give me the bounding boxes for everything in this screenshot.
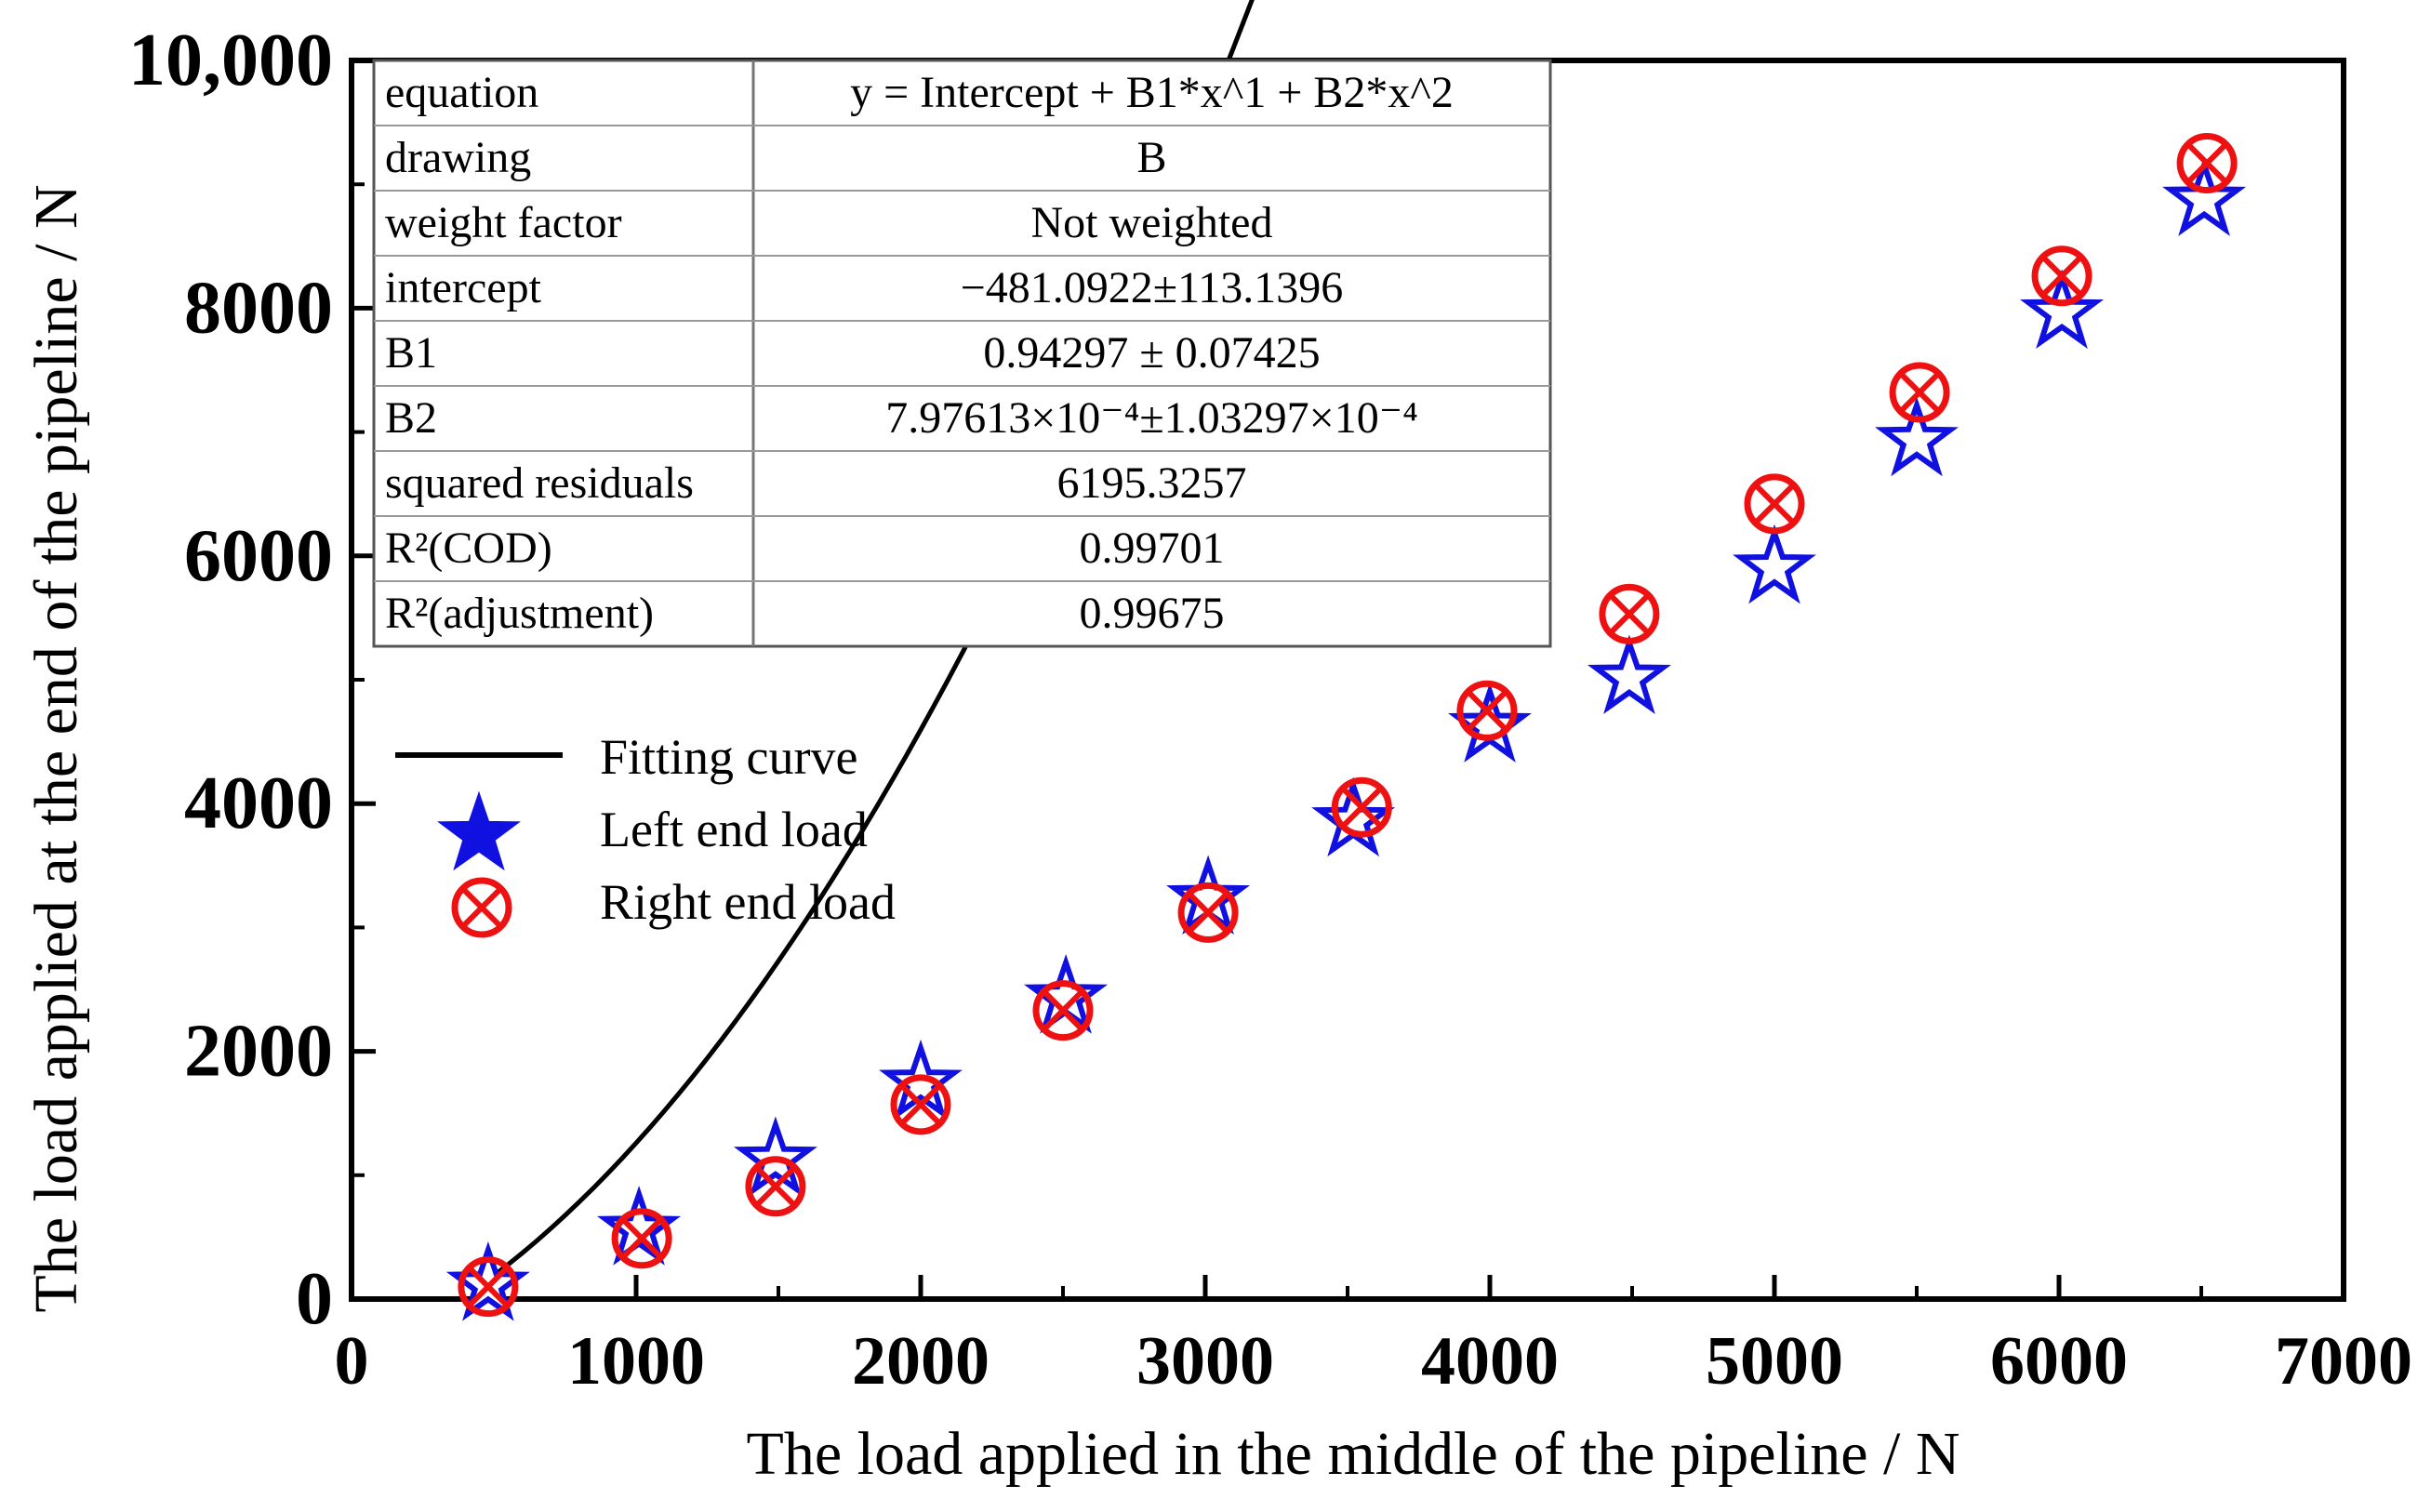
marker-cross-b <box>1466 690 1508 732</box>
legend: Fitting curve Left end load Right end load <box>395 729 896 938</box>
stats-value: Not weighted <box>1031 198 1273 247</box>
stats-label: weight factor <box>385 198 622 247</box>
stats-label: drawing <box>385 133 531 182</box>
marker-cross-b <box>1753 483 1796 524</box>
y-axis: 0 2000 4000 6000 8000 10,000 <box>128 20 376 1340</box>
x-tick-label: 5000 <box>1706 1323 1843 1399</box>
stats-value: −481.0922±113.1396 <box>961 263 1344 312</box>
y-tick-label: 10,000 <box>128 20 333 101</box>
marker-cross-b <box>1898 371 1941 414</box>
y-axis-label: The load applied at the end of the pipel… <box>22 184 90 1312</box>
marker-cross-b <box>460 886 503 929</box>
marker-cross-b <box>1341 787 1383 829</box>
data-point-star <box>1875 396 1959 477</box>
marker-circle <box>1456 680 1518 741</box>
marker-cross-b <box>620 1217 663 1259</box>
marker-circle <box>1331 776 1392 838</box>
data-point-circle-x <box>1744 473 1805 535</box>
data-point-star <box>1587 634 1671 714</box>
stats-label: R²(COD) <box>385 524 552 573</box>
data-point-circle-x <box>458 1256 519 1318</box>
y-tick-label: 0 <box>296 1258 333 1340</box>
marker-cross-b <box>2185 142 2228 184</box>
series-right-end-load <box>458 133 2238 1318</box>
legend-label: Fitting curve <box>600 729 857 785</box>
data-point-circle-x <box>745 1156 806 1217</box>
x-axis-label: The load applied in the middle of the pi… <box>747 1420 1960 1488</box>
legend-star-marker <box>437 790 521 871</box>
x-tick-label: 1000 <box>567 1323 705 1399</box>
stats-value: 0.99701 <box>1080 524 1225 573</box>
marker-circle <box>2176 133 2238 194</box>
x-tick-label: 3000 <box>1136 1323 1274 1399</box>
stats-value: y = Intercept + B1*x^1 + B2*x^2 <box>850 68 1454 117</box>
x-tick-label: 0 <box>335 1323 369 1399</box>
x-tick-label: 4000 <box>1421 1323 1559 1399</box>
marker-circle <box>451 877 512 938</box>
marker-circle <box>1599 583 1660 644</box>
fit-layer <box>492 0 1255 1278</box>
stats-value: 6195.3257 <box>1057 458 1247 508</box>
data-point-circle-x <box>611 1208 672 1269</box>
stats-label: squared residuals <box>385 458 694 508</box>
legend-circle-x-marker <box>451 877 512 938</box>
marker-cross-b <box>1187 892 1229 934</box>
marker-cross-b <box>1042 989 1084 1031</box>
y-tick-label: 4000 <box>184 763 333 844</box>
marker-cross-b <box>899 1083 942 1125</box>
data-point-star <box>2162 156 2247 236</box>
x-tick-label: 6000 <box>1990 1323 2128 1399</box>
stats-label: B2 <box>385 393 437 443</box>
legend-label: Right end load <box>600 874 896 930</box>
y-tick-label: 6000 <box>184 515 333 597</box>
stats-label: R²(adjustment) <box>385 589 654 638</box>
marker-circle <box>745 1156 806 1217</box>
marker-circle <box>890 1074 951 1135</box>
marker-circle <box>458 1256 519 1318</box>
data-point-star <box>1733 524 1816 604</box>
marker-circle <box>1032 980 1094 1041</box>
y-tick-label: 8000 <box>184 267 333 349</box>
stats-table: equation y = Intercept + B1*x^1 + B2*x^2 d… <box>372 59 1552 648</box>
stats-label: intercept <box>385 263 542 312</box>
x-axis: 0 1000 2000 3000 4000 5000 6000 7000 <box>335 1275 2412 1399</box>
marker-cross-b <box>467 1266 510 1307</box>
x-tick-label: 7000 <box>2275 1323 2412 1399</box>
stats-table-frame <box>372 59 1552 648</box>
marker-cross-b <box>1608 593 1651 635</box>
marker-circle <box>1889 362 1950 423</box>
marker-circle <box>611 1208 672 1269</box>
stats-value: 7.97613×10⁻⁴±1.03297×10⁻⁴ <box>885 393 1418 443</box>
data-point-circle-x <box>1177 882 1239 943</box>
stats-label: B1 <box>385 328 437 378</box>
data-point-circle-x <box>2031 245 2092 307</box>
stats-value: 0.99675 <box>1080 589 1225 638</box>
stats-label: equation <box>385 68 538 117</box>
x-tick-label: 2000 <box>852 1323 990 1399</box>
stats-value: B <box>1136 133 1166 182</box>
data-point-circle-x <box>1889 362 1950 423</box>
marker-cross-b <box>2040 255 2083 297</box>
legend-label: Left end load <box>600 802 868 857</box>
marker-circle <box>1744 473 1805 535</box>
fit-curve-line <box>492 0 1255 1278</box>
data-point-circle-x <box>890 1074 951 1135</box>
data-point-circle-x <box>1331 776 1392 838</box>
data-point-circle-x <box>1032 980 1094 1041</box>
y-tick-label: 2000 <box>184 1011 333 1093</box>
data-point-circle-x <box>1599 583 1660 644</box>
marker-circle <box>2031 245 2092 307</box>
marker-circle <box>1177 882 1239 943</box>
stats-value: 0.94297 ± 0.07425 <box>983 328 1320 378</box>
marker-layer <box>445 133 2247 1321</box>
data-point-star <box>2020 269 2105 350</box>
data-point-circle-x <box>2176 133 2238 194</box>
marker-cross-b <box>754 1165 797 1207</box>
data-point-circle-x <box>1456 680 1518 741</box>
